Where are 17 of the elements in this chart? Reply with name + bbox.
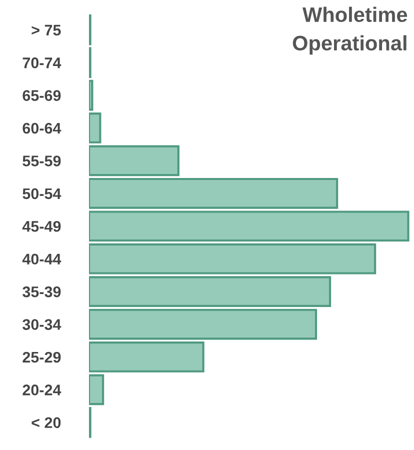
y-tick-label: 60-64 bbox=[22, 122, 62, 134]
bar bbox=[89, 112, 102, 144]
y-tick-label: 25-29 bbox=[22, 352, 61, 363]
chart-title: Wholetime Operational bbox=[292, 6, 408, 55]
y-tick-label: 20-24 bbox=[22, 384, 62, 396]
y-tick-label: 40-44 bbox=[22, 254, 62, 265]
y-tick-label: 30-34 bbox=[22, 319, 62, 330]
y-tick-label: 50-54 bbox=[22, 188, 62, 200]
y-tick-label: 45-49 bbox=[22, 220, 61, 232]
y-tick-label: 65-69 bbox=[22, 90, 61, 101]
y-tick-label: > 75 bbox=[32, 24, 61, 36]
bar bbox=[89, 308, 318, 340]
y-tick-label: 55-59 bbox=[22, 156, 61, 166]
y-tick-label: 35-39 bbox=[22, 286, 61, 298]
y-tick-label: < 20 bbox=[32, 417, 61, 428]
y-tick-label: 70-74 bbox=[22, 57, 62, 68]
bar bbox=[89, 145, 180, 176]
